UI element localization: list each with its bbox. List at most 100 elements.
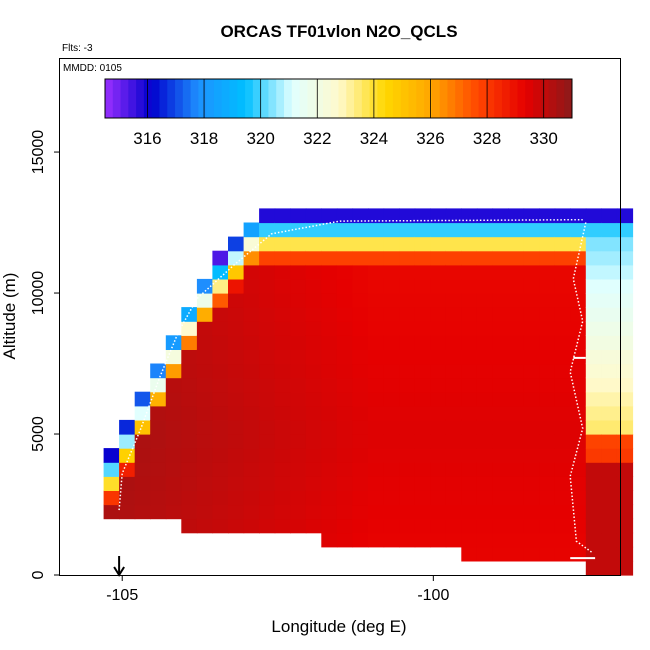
heatmap-cell bbox=[336, 335, 354, 350]
heatmap-cell bbox=[383, 490, 400, 506]
heatmap-cell bbox=[585, 349, 602, 365]
heatmap-cell bbox=[383, 434, 400, 449]
heatmap-cell bbox=[321, 236, 338, 252]
heatmap-cell bbox=[570, 518, 587, 534]
heatmap-cell bbox=[508, 448, 525, 463]
heatmap-cell bbox=[601, 490, 618, 506]
heatmap-cell bbox=[181, 405, 198, 421]
colorbar-segment bbox=[315, 79, 324, 118]
heatmap-cell bbox=[461, 335, 478, 350]
position-arrow-icon bbox=[113, 556, 125, 577]
colorbar-segment bbox=[307, 79, 316, 118]
mmdd-annotation: MMDD: 0105 bbox=[63, 63, 122, 74]
heatmap-cell bbox=[554, 490, 571, 506]
heatmap-cell bbox=[585, 278, 602, 294]
heatmap-cell bbox=[336, 349, 354, 365]
heatmap-cell bbox=[336, 490, 354, 506]
heatmap-cell bbox=[399, 391, 416, 407]
heatmap-cell bbox=[305, 321, 322, 336]
heatmap-cell bbox=[165, 405, 182, 421]
heatmap-cell bbox=[368, 377, 385, 393]
heatmap-cell bbox=[601, 448, 618, 463]
heatmap-cell bbox=[290, 293, 307, 308]
heatmap-cell bbox=[414, 335, 431, 350]
heatmap-cell bbox=[321, 222, 338, 238]
heatmap-cell bbox=[539, 490, 556, 506]
heatmap-cell bbox=[321, 377, 338, 393]
heatmap-cell bbox=[461, 546, 478, 562]
heatmap-cell bbox=[336, 462, 354, 477]
heatmap-cell bbox=[508, 236, 525, 252]
heatmap-cell bbox=[492, 434, 509, 449]
heatmap-cell bbox=[196, 490, 214, 506]
heatmap-cell bbox=[523, 264, 540, 280]
heatmap-cell bbox=[492, 264, 509, 280]
heatmap-cell bbox=[134, 462, 151, 477]
heatmap-cell bbox=[414, 236, 431, 252]
heatmap-cell bbox=[601, 250, 618, 266]
heatmap-cell bbox=[212, 448, 229, 463]
heatmap-cell bbox=[585, 476, 602, 491]
heatmap-cell bbox=[476, 335, 494, 350]
heatmap-cell bbox=[601, 208, 618, 224]
heatmap-cell bbox=[228, 250, 245, 266]
heatmap-cell bbox=[165, 377, 182, 393]
colorbar-segment bbox=[408, 79, 417, 118]
heatmap-cell bbox=[492, 546, 509, 562]
heatmap-cell bbox=[461, 363, 478, 379]
heatmap-cell bbox=[212, 504, 229, 520]
heatmap-cell bbox=[570, 321, 587, 336]
heatmap-cell bbox=[554, 264, 571, 280]
heatmap-cell bbox=[616, 278, 634, 294]
heatmap-cell bbox=[290, 448, 307, 463]
x-axis-label: Longitude (deg E) bbox=[271, 617, 406, 636]
heatmap-cell bbox=[368, 363, 385, 379]
heatmap-cell bbox=[290, 405, 307, 421]
heatmap-cell bbox=[570, 208, 587, 224]
colorbar-segment bbox=[112, 79, 122, 118]
heatmap-cell bbox=[570, 236, 587, 252]
heatmap-cell bbox=[399, 293, 416, 308]
heatmap-cell bbox=[165, 391, 182, 407]
heatmap-cells bbox=[103, 208, 634, 576]
heatmap-cell bbox=[196, 377, 214, 393]
heatmap-cell bbox=[274, 208, 291, 224]
heatmap-cell bbox=[539, 250, 556, 266]
heatmap-cell bbox=[290, 278, 307, 294]
heatmap-cell bbox=[616, 335, 634, 350]
heatmap-cell bbox=[539, 278, 556, 294]
heatmap-cell bbox=[414, 434, 431, 449]
heatmap-cell bbox=[368, 504, 385, 520]
heatmap-cell bbox=[492, 377, 509, 393]
heatmap-cell bbox=[616, 363, 634, 379]
heatmap-cell bbox=[336, 532, 354, 548]
heatmap-cell bbox=[181, 476, 198, 491]
heatmap-cell bbox=[274, 307, 291, 322]
heatmap-cell bbox=[570, 264, 587, 280]
heatmap-cell bbox=[554, 363, 571, 379]
heatmap-cell bbox=[290, 264, 307, 280]
heatmap-cell bbox=[508, 307, 525, 322]
heatmap-cell bbox=[243, 462, 260, 477]
heatmap-cell bbox=[181, 462, 198, 477]
heatmap-cell bbox=[259, 377, 276, 393]
heatmap-cell bbox=[585, 250, 602, 266]
heatmap-cell bbox=[352, 405, 369, 421]
heatmap-cell bbox=[461, 222, 478, 238]
heatmap-cell bbox=[539, 546, 556, 562]
heatmap-cell bbox=[290, 518, 307, 534]
heatmap-cell bbox=[243, 335, 260, 350]
heatmap-cell bbox=[523, 518, 540, 534]
heatmap-cell bbox=[508, 532, 525, 548]
heatmap-cell bbox=[352, 250, 369, 266]
heatmap-cell bbox=[445, 532, 462, 548]
heatmap-cell bbox=[616, 264, 634, 280]
arrow-head bbox=[113, 566, 125, 577]
heatmap-cell bbox=[445, 278, 462, 294]
colorbar-tick-label: 320 bbox=[246, 129, 274, 148]
heatmap-cell bbox=[476, 546, 494, 562]
heatmap-cell bbox=[212, 349, 229, 365]
heatmap-cell bbox=[305, 405, 322, 421]
heatmap-cell bbox=[414, 518, 431, 534]
heatmap-cell bbox=[336, 419, 354, 435]
